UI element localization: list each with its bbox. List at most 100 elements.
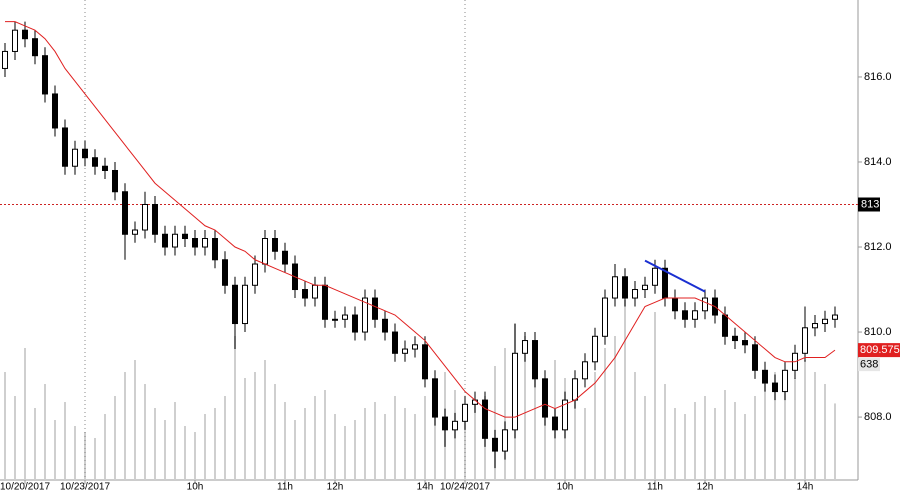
volume-bar	[784, 390, 786, 480]
candle-body	[672, 297, 678, 312]
volume-bar	[154, 408, 156, 480]
candle-body	[422, 344, 428, 380]
volume-bar	[4, 372, 6, 480]
volume-bar	[634, 372, 636, 480]
volume-bar	[254, 372, 256, 480]
volume-bar	[754, 396, 756, 480]
candle-body	[252, 263, 258, 286]
candle-body	[302, 289, 308, 299]
x-tick-label: 11h	[647, 482, 663, 492]
volume-bar	[104, 414, 106, 480]
candle-body	[732, 335, 738, 342]
candle-body	[612, 276, 618, 299]
volume-bar	[544, 384, 546, 480]
candle-body	[92, 157, 98, 167]
candle-body	[202, 238, 208, 248]
candle-body	[642, 284, 648, 291]
volume-bar	[144, 384, 146, 480]
volume-bar	[174, 402, 176, 480]
candle-body	[502, 429, 508, 452]
trendline	[644, 259, 706, 293]
candle-body	[182, 233, 188, 240]
volume-bar	[714, 408, 716, 480]
candle-body	[212, 238, 218, 261]
candle-body	[632, 289, 638, 299]
volume-bar	[234, 336, 236, 480]
y-tick-label: 808.0	[864, 411, 892, 423]
volume-bar	[344, 426, 346, 480]
candle-body	[592, 335, 598, 363]
candle-body	[222, 259, 228, 286]
volume-bar	[434, 384, 436, 480]
candle-body	[112, 169, 118, 193]
volume-bar	[694, 402, 696, 480]
volume-bar	[304, 408, 306, 480]
volume-bar	[814, 372, 816, 480]
candle-body	[532, 340, 538, 380]
candle-body	[572, 378, 578, 401]
candle-body	[462, 403, 468, 422]
volume-bar	[654, 312, 656, 480]
volume-bar	[804, 360, 806, 480]
candle-body	[2, 50, 8, 69]
candle-body	[762, 369, 768, 384]
candle-body	[722, 314, 728, 337]
candle-body	[582, 361, 588, 380]
candle-body	[492, 437, 498, 452]
volume-bar	[624, 300, 626, 480]
candle-body	[282, 250, 288, 265]
volume-bar	[114, 396, 116, 480]
candle-body	[192, 238, 198, 248]
candle-body	[542, 378, 548, 418]
volume-bar	[384, 414, 386, 480]
candle-body	[412, 344, 418, 350]
candle-body	[352, 314, 358, 333]
volume-bar	[764, 384, 766, 480]
candle-body	[392, 331, 398, 354]
candle-body	[152, 203, 158, 235]
candle-body	[12, 29, 18, 52]
volume-bar	[614, 336, 616, 480]
candle-body	[322, 284, 328, 320]
candle-body	[122, 191, 128, 235]
volume-bar	[314, 396, 316, 480]
volume-bar	[594, 372, 596, 480]
volume-bar	[494, 366, 496, 480]
candle-body	[682, 310, 688, 320]
volume-bar	[44, 384, 46, 480]
candle-body	[562, 399, 568, 431]
volume-bar	[664, 384, 666, 480]
candle-body	[232, 284, 238, 325]
candle-body	[342, 314, 348, 320]
candle-body	[32, 38, 38, 57]
x-tick-label: 14h	[417, 482, 434, 492]
candle-body	[172, 233, 178, 248]
volume-bar	[734, 402, 736, 480]
x-tick-label: 12h	[697, 482, 714, 492]
volume-bar	[534, 372, 536, 480]
volume-bar	[124, 372, 126, 480]
volume-bar	[424, 396, 426, 480]
y-tick-label: 814.0	[864, 156, 892, 168]
candle-body	[772, 382, 778, 393]
candle-body	[432, 378, 438, 418]
volume-bar	[164, 420, 166, 480]
volume-bar	[364, 408, 366, 480]
volume-bar	[354, 420, 356, 480]
y-tick-label: 812.0	[864, 241, 892, 253]
volume-bar	[414, 414, 416, 480]
volume-bar	[374, 402, 376, 480]
volume-bar	[684, 414, 686, 480]
volume-bar	[334, 414, 336, 480]
candle-body	[512, 352, 518, 431]
candle-body	[692, 310, 698, 320]
candle-body	[132, 229, 138, 235]
volume-bar	[244, 378, 246, 480]
x-tick-label: 10/24/2017	[440, 482, 490, 492]
x-tick-label: 10/23/2017	[60, 482, 110, 492]
y-tick-label: 816.0	[864, 71, 892, 83]
volume-bar	[744, 414, 746, 480]
candle-body	[482, 399, 488, 439]
